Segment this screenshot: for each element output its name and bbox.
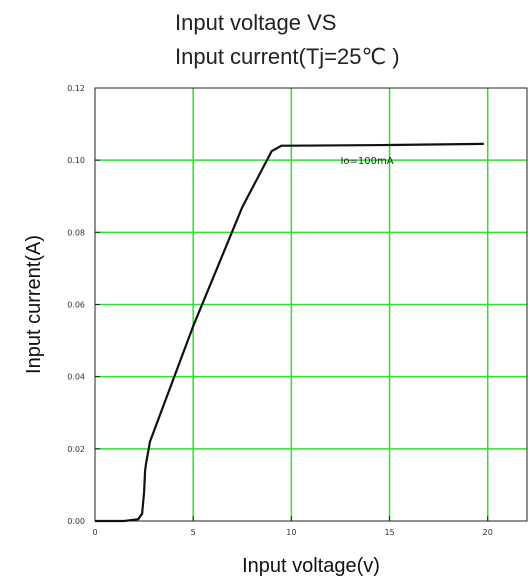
chart-title-line-2: Input current(Tj=25℃ ) [175,44,400,69]
x-tick-label: 10 [286,528,296,537]
x-axis-label: Input voltage(v) [242,555,380,577]
annotation-io-100ma: Io=100mA [340,156,393,167]
series-line-io-100ma [95,142,484,523]
y-tick-label: 0.10 [67,156,85,165]
x-tick-label: 20 [483,528,493,537]
chart-title-line-1: Input voltage VS [175,10,337,35]
axis-ticks: 0 5 10 15 20 0.00 0.02 0.04 0.06 0.08 0.10 0.12 [67,84,493,537]
y-tick-label: 0.04 [67,373,85,382]
y-axis-label: Input current(A) [23,235,45,374]
x-tick-label: 0 [92,528,97,537]
y-tick-label: 0.06 [67,301,85,310]
x-tick-label: 15 [384,528,394,537]
x-tick-label: 5 [191,528,196,537]
y-tick-label: 0.00 [67,517,85,526]
y-tick-label: 0.12 [67,84,85,93]
y-tick-label: 0.08 [67,228,85,237]
grid-lines [95,88,527,521]
y-tick-label: 0.02 [67,445,85,454]
